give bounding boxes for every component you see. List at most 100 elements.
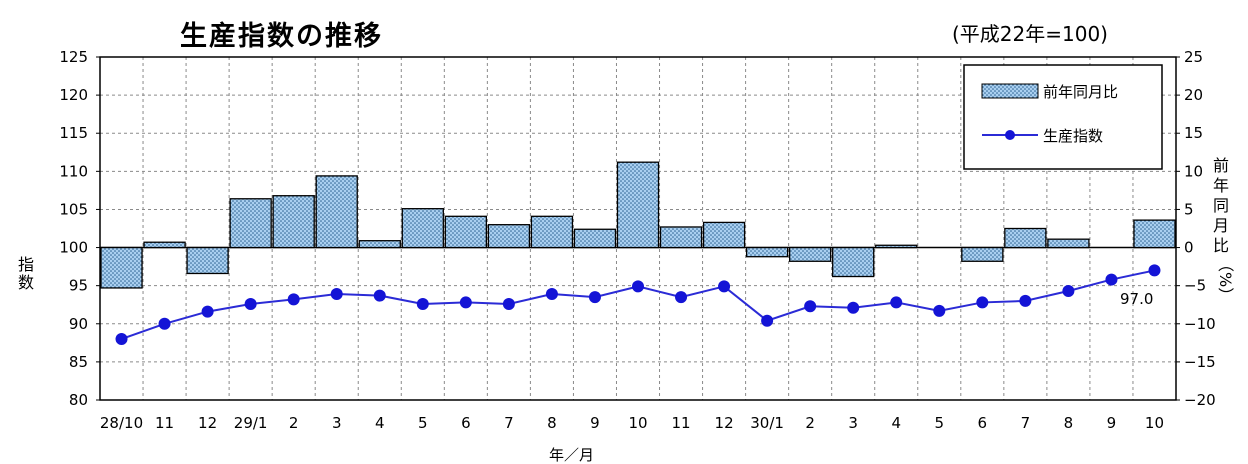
x-tick-label: 11	[671, 414, 690, 432]
index-point	[1062, 285, 1075, 298]
bar	[229, 198, 272, 249]
x-tick-label: 11	[155, 414, 174, 432]
x-tick-label: 7	[1021, 414, 1031, 432]
index-point	[847, 301, 860, 314]
x-tick-label: 2	[805, 414, 815, 432]
x-tick-label: 10	[628, 414, 647, 432]
right-tick-label: −15	[1184, 353, 1216, 371]
chart-subtitle: (平成22年=100)	[952, 22, 1108, 46]
svg-text:年: 年	[1213, 176, 1229, 195]
bar	[100, 246, 143, 289]
index-point	[718, 280, 731, 293]
x-tick-label: 7	[504, 414, 514, 432]
bar	[745, 246, 789, 258]
plot-frame	[99, 56, 1177, 401]
svg-text:同: 同	[1213, 196, 1229, 215]
index-point	[201, 305, 214, 318]
right-tick-label: 5	[1184, 200, 1194, 218]
line-series	[115, 264, 1161, 346]
bar	[616, 161, 660, 249]
legend-box	[963, 64, 1163, 170]
svg-text:比: 比	[1213, 236, 1229, 255]
left-tick-label: 125	[59, 48, 88, 66]
x-tick-label: 30/1	[750, 414, 784, 432]
x-tick-label: 5	[418, 414, 428, 432]
index-point	[545, 288, 558, 301]
x-tick-label: 8	[1064, 414, 1074, 432]
bar	[401, 208, 444, 249]
right-tick-label: 10	[1184, 162, 1203, 180]
index-point	[416, 297, 429, 310]
x-tick-label: 12	[198, 414, 217, 432]
bar	[487, 224, 531, 249]
legend: 前年同月比 生産指数	[963, 64, 1163, 170]
index-point	[761, 314, 774, 327]
index-point	[976, 296, 989, 309]
legend-marker-swatch	[1005, 130, 1015, 140]
index-point	[330, 288, 343, 301]
index-point	[373, 289, 386, 302]
x-tick-label: 8	[547, 414, 557, 432]
bar	[832, 246, 875, 278]
bar	[875, 244, 918, 249]
x-tick-label: 12	[715, 414, 734, 432]
left-tick-label: 110	[59, 162, 88, 180]
x-tick-label: 3	[332, 414, 342, 432]
right-tick-label: 15	[1184, 124, 1203, 142]
right-tick-label: 25	[1184, 48, 1203, 66]
x-tick-label: 10	[1145, 414, 1164, 432]
bar-series	[100, 161, 1176, 289]
left-tick-label: 90	[69, 315, 88, 333]
svg-text:（%）: （%）	[1216, 256, 1235, 303]
index-point	[588, 291, 601, 304]
x-tick-label: 6	[461, 414, 471, 432]
index-point	[1148, 264, 1161, 277]
bar	[1004, 227, 1047, 249]
index-point	[287, 293, 300, 306]
left-tick-label: 100	[59, 239, 88, 257]
bar	[659, 226, 703, 249]
left-tick-label: 115	[59, 124, 88, 142]
legend-label-bar: 前年同月比	[1043, 83, 1118, 101]
index-point	[632, 280, 644, 293]
index-point	[115, 333, 128, 346]
bar	[702, 221, 746, 249]
left-tick-label: 120	[59, 86, 88, 104]
x-tick-label: 4	[891, 414, 901, 432]
left-axis-label-1: 指	[18, 255, 34, 274]
x-tick-label: 4	[375, 414, 385, 432]
bar	[961, 246, 1004, 262]
x-tick-label: 28/10	[100, 414, 143, 432]
bar	[444, 215, 488, 249]
index-point	[933, 304, 946, 317]
x-tick-label: 9	[1107, 414, 1117, 432]
left-tick-label: 80	[69, 391, 88, 409]
x-axis-label: 年／月	[549, 446, 594, 464]
axes: 80859095100105110115120125−20−15−10−5051…	[59, 48, 1215, 432]
index-point	[158, 317, 171, 330]
bar	[315, 175, 358, 249]
index-point	[502, 297, 515, 310]
chart-title: 生産指数の推移	[180, 21, 383, 52]
right-tick-label: 20	[1184, 86, 1203, 104]
bar	[143, 241, 186, 249]
bar	[1047, 238, 1090, 249]
index-point	[804, 300, 817, 313]
bar	[186, 246, 229, 275]
index-point	[459, 296, 472, 309]
x-tick-label: 6	[978, 414, 988, 432]
x-tick-label: 5	[935, 414, 945, 432]
annotation-last-value: 97.0	[1120, 290, 1153, 308]
bar	[530, 215, 574, 249]
legend-bar-swatch	[981, 83, 1039, 99]
bar	[272, 195, 315, 249]
left-tick-label: 95	[69, 277, 88, 295]
index-point	[675, 291, 688, 304]
bar	[788, 246, 832, 262]
bar	[573, 228, 617, 249]
x-tick-label: 2	[289, 414, 299, 432]
index-point	[244, 297, 257, 310]
right-tick-label: 0	[1184, 239, 1194, 257]
x-tick-label: 29/1	[234, 414, 268, 432]
